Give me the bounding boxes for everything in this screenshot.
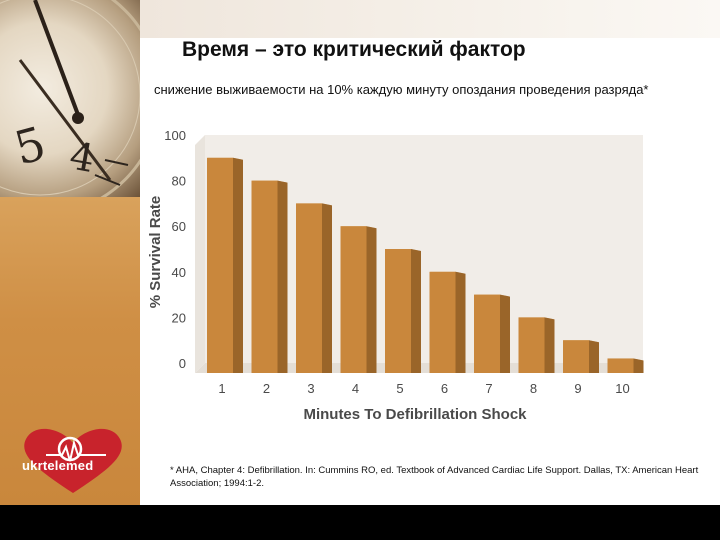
x-tick-label: 7 [485, 381, 492, 396]
bar-side [411, 249, 421, 373]
x-tick-label: 1 [218, 381, 225, 396]
x-tick-label: 2 [263, 381, 270, 396]
bar-side [277, 180, 288, 373]
svg-text:4: 4 [66, 134, 97, 182]
bar-side [544, 317, 555, 373]
y-tick-label: 100 [164, 128, 186, 143]
x-tick-label: 8 [530, 381, 537, 396]
bar [518, 317, 545, 373]
y-tick-label: 20 [172, 310, 186, 325]
bar-side [366, 226, 377, 373]
bar [340, 226, 367, 373]
x-tick-label: 3 [307, 381, 314, 396]
x-axis-label: Minutes To Defibrillation Shock [303, 406, 527, 423]
bar [607, 358, 634, 373]
x-tick-label: 10 [615, 381, 629, 396]
bar [385, 249, 411, 373]
bar [251, 180, 278, 373]
y-tick-label: 40 [172, 265, 186, 280]
x-tick-label: 6 [441, 381, 448, 396]
footer-bar [0, 505, 720, 540]
bar-side [233, 157, 243, 373]
x-tick-label: 4 [352, 381, 359, 396]
bar [474, 294, 500, 373]
clock-face-icon: 5 4 [0, 0, 140, 217]
bar-side [500, 294, 510, 373]
slide-title: Время – это критический фактор [182, 38, 526, 61]
bar-side [455, 271, 466, 373]
bar [296, 203, 322, 373]
header-band [140, 0, 720, 38]
slide-subtitle: снижение выживаемости на 10% каждую мину… [154, 82, 649, 97]
bar-side [589, 340, 599, 373]
bar-side [322, 203, 332, 373]
svg-text:5: 5 [9, 116, 51, 176]
heart-logo-icon [24, 428, 122, 493]
bar [207, 157, 233, 373]
y-tick-label: 80 [172, 174, 186, 189]
chart-side-wall [195, 135, 205, 373]
x-tick-label: 9 [574, 381, 581, 396]
bar [429, 271, 456, 373]
clock-image: 5 4 [0, 0, 140, 217]
bar-side [633, 358, 644, 373]
survival-bar-chart: 0 20 40 60 80 100 1 2 3 4 5 6 7 8 9 10 Minutes To Defibr… [147, 128, 644, 423]
ukrtelemed-logo: ukrtelemed [18, 425, 128, 495]
y-axis-label: % Survival Rate [147, 196, 164, 309]
y-tick-label: 0 [179, 356, 186, 371]
bar [563, 340, 589, 373]
logo-text: ukrtelemed [22, 458, 94, 473]
x-tick-label: 5 [396, 381, 403, 396]
citation-footnote: * AHA, Chapter 4: Defibrillation. In: Cu… [170, 465, 699, 489]
y-tick-label: 60 [172, 219, 186, 234]
